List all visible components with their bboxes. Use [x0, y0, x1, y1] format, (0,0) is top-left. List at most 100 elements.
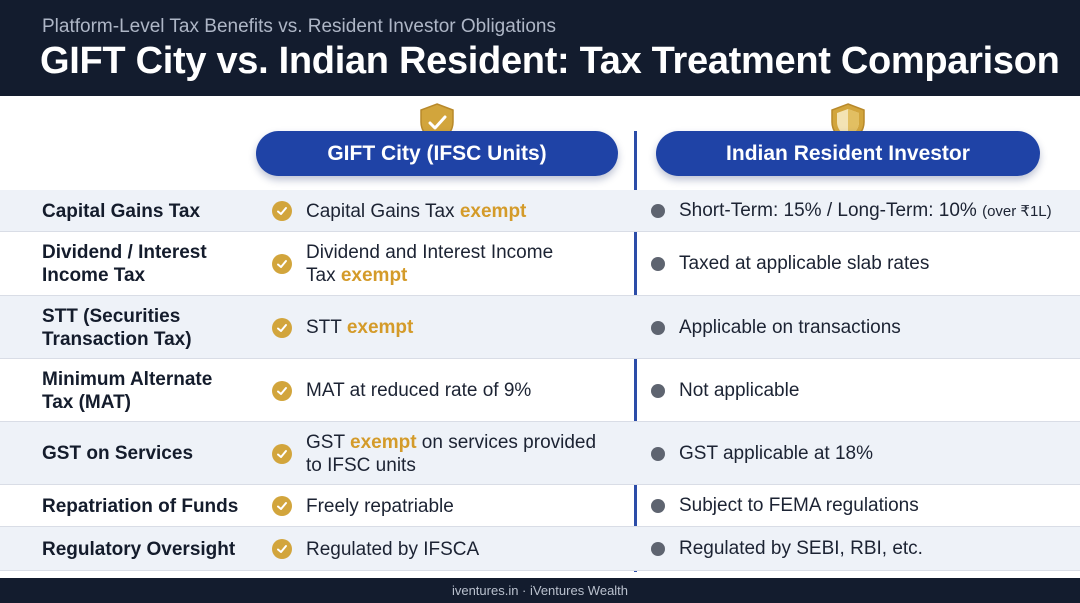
resident-cell: Applicable on transactions: [651, 296, 901, 359]
text-segment: Regulated by IFSCA: [306, 538, 480, 560]
text-segment: GST: [306, 431, 350, 453]
row-label: Capital Gains Tax: [42, 200, 200, 223]
gift-city-text-line: Capital Gains Tax exempt: [306, 200, 626, 223]
page-subtitle: Platform-Level Tax Benefits vs. Resident…: [42, 16, 556, 37]
gift-city-text-line: Dividend and Interest Income: [306, 241, 626, 264]
bullet-dot-icon: [651, 499, 665, 513]
text-segment: Freely repatriable: [306, 495, 454, 517]
page-title: GIFT City vs. Indian Resident: Tax Treat…: [40, 40, 1060, 82]
table-row: Capital Gains Tax Capital Gains Tax exemp…: [0, 190, 1080, 232]
gift-city-text-line: GST exempt on services provided: [306, 431, 626, 454]
text-segment: Capital Gains Tax: [306, 200, 460, 222]
gift-city-cell: Capital Gains Tax exempt: [272, 190, 626, 232]
table-row: GST on Services GST exempt on services pr…: [0, 422, 1080, 485]
header-banner: Platform-Level Tax Benefits vs. Resident…: [0, 0, 1080, 96]
resident-note: (over ₹1L): [982, 203, 1052, 220]
row-label-line: Income Tax: [42, 265, 146, 286]
text-segment: Subject to FEMA regulations: [679, 495, 919, 516]
row-label: Minimum Alternate Tax (MAT): [42, 368, 212, 414]
text-segment: Taxed at applicable slab rates: [679, 253, 930, 274]
check-circle-icon: [272, 539, 292, 559]
bullet-dot-icon: [651, 383, 665, 398]
text-segment: Tax: [306, 265, 341, 286]
highlight-exempt: exempt: [350, 431, 417, 453]
row-label: Repatriation of Funds: [42, 495, 238, 518]
resident-text: Subject to FEMA regulations: [679, 495, 919, 517]
text-segment: STT: [306, 317, 347, 338]
gift-city-cell: Regulated by IFSCA: [272, 527, 626, 571]
text-segment: MAT at reduced rate of 9%: [306, 380, 532, 401]
bullet-dot-icon: [651, 320, 665, 335]
row-label-line: STT (Securities: [42, 305, 181, 327]
resident-text: Taxed at applicable slab rates: [679, 253, 929, 275]
resident-column-header: Indian Resident Investor: [656, 131, 1040, 176]
resident-text: Regulated by SEBI, RBI, etc.: [679, 538, 923, 560]
resident-cell: GST applicable at 18%: [651, 422, 873, 485]
table-row: STT (Securities Transaction Tax) STT exemp…: [0, 296, 1080, 359]
gift-city-text-line: Freely repatriable: [306, 495, 626, 518]
gift-city-text-line: STT exempt: [306, 316, 626, 339]
resident-cell: Subject to FEMA regulations: [651, 485, 919, 527]
bullet-dot-icon: [651, 204, 665, 218]
resident-cell: Not applicable: [651, 359, 799, 422]
check-circle-icon: [272, 317, 292, 338]
check-circle-icon: [272, 443, 292, 464]
check-circle-icon: [272, 380, 292, 401]
row-label: Dividend / Interest Income Tax: [42, 241, 207, 287]
resident-text: GST applicable at 18%: [679, 443, 873, 465]
table-row: Minimum Alternate Tax (MAT) MAT at reduced…: [0, 359, 1080, 422]
text-segment: Not applicable: [679, 379, 800, 401]
check-circle-icon: [272, 201, 292, 221]
gift-city-text: Capital Gains Tax exempt: [306, 200, 626, 223]
gift-city-text-line: Tax exempt: [306, 264, 626, 287]
check-circle-icon: [272, 254, 292, 274]
gift-city-text: MAT at reduced rate of 9%: [306, 379, 626, 402]
resident-text: Short-Term: 15% / Long-Term: 10% (over ₹…: [679, 200, 1052, 222]
bullet-dot-icon: [651, 446, 665, 461]
row-label-line: Minimum Alternate: [42, 368, 213, 390]
gift-city-cell: GST exempt on services provided to IFSC u…: [272, 422, 626, 485]
gift-city-text: GST exempt on services provided to IFSC u…: [306, 431, 626, 477]
gift-city-text: STT exempt: [306, 316, 626, 339]
text-segment: Applicable on transactions: [679, 316, 901, 338]
row-label: GST on Services: [42, 442, 193, 465]
check-circle-icon: [272, 496, 292, 516]
row-label-line: Capital Gains Tax: [42, 200, 201, 222]
row-label: Regulatory Oversight: [42, 538, 235, 561]
highlight-exempt: exempt: [340, 265, 408, 286]
resident-text: Not applicable: [679, 380, 799, 402]
row-label-line: Transaction Tax): [42, 328, 192, 350]
table-row: Dividend / Interest Income Tax Dividend an…: [0, 232, 1080, 296]
row-label: STT (Securities Transaction Tax): [42, 305, 192, 351]
text-segment: GST applicable at 18%: [679, 442, 873, 464]
text-segment: on services provided: [416, 431, 597, 453]
table-row: Regulatory Oversight Regulated by IFSCA Re…: [0, 527, 1080, 571]
resident-text: Applicable on transactions: [679, 317, 901, 339]
row-label-line: GST on Services: [42, 443, 194, 464]
text-segment: Regulated by SEBI, RBI, etc.: [679, 538, 923, 559]
gift-city-text: Freely repatriable: [306, 495, 626, 518]
row-label-line: Tax (MAT): [42, 391, 132, 413]
gift-city-cell: Dividend and Interest Income Tax exempt: [272, 232, 626, 296]
table-row: Repatriation of Funds Freely repatriable S…: [0, 485, 1080, 527]
gift-city-cell: MAT at reduced rate of 9%: [272, 359, 626, 422]
bullet-dot-icon: [651, 257, 665, 271]
row-label-line: Regulatory Oversight: [42, 538, 236, 560]
footer: iventures.in · iVentures Wealth: [0, 578, 1080, 603]
bullet-dot-icon: [651, 542, 665, 556]
gift-city-text-line: MAT at reduced rate of 9%: [306, 379, 626, 402]
highlight-exempt: exempt: [346, 317, 414, 338]
resident-cell: Regulated by SEBI, RBI, etc.: [651, 527, 923, 571]
gift-city-text-line: Regulated by IFSCA: [306, 538, 626, 561]
text-segment: Short-Term: 15% / Long-Term: 10%: [679, 200, 983, 221]
resident-cell: Taxed at applicable slab rates: [651, 232, 929, 296]
text-segment: to IFSC units: [306, 454, 416, 476]
gift-city-text: Dividend and Interest Income Tax exempt: [306, 241, 626, 287]
gift-city-cell: STT exempt: [272, 296, 626, 359]
gift-city-column-header: GIFT City (IFSC Units): [256, 131, 618, 176]
row-label-line: Dividend / Interest: [42, 242, 207, 263]
row-label-line: Repatriation of Funds: [42, 495, 239, 517]
highlight-exempt: exempt: [459, 200, 527, 222]
gift-city-text: Regulated by IFSCA: [306, 538, 626, 561]
resident-cell: Short-Term: 15% / Long-Term: 10% (over ₹…: [651, 190, 1052, 232]
